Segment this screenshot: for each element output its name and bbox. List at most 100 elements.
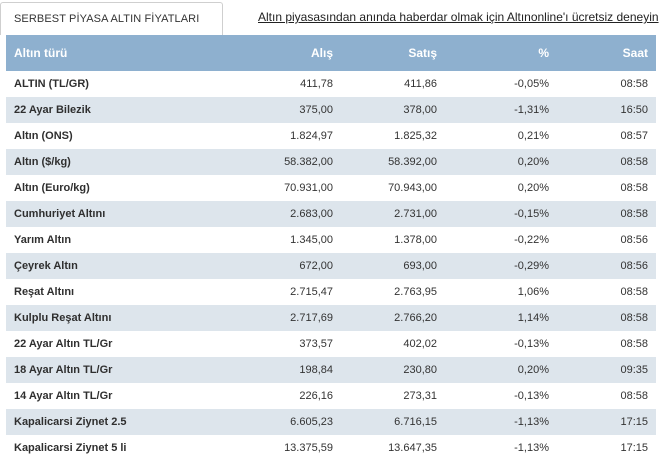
buy-price-cell: 2.717,69	[290, 312, 333, 324]
table-row: Kulplu Reşat Altını 2.717,69 2.766,20 1,14%…	[6, 305, 656, 331]
column-header-sell: Satış	[408, 46, 437, 60]
column-header-buy: Alış	[310, 46, 333, 60]
table-row: 14 Ayar Altın TL/Gr 226,16 273,31 -0,13% 08:…	[6, 383, 656, 409]
table-row: Kapalicarsi Ziynet 5 li 13.375,59 13.647,3…	[6, 435, 656, 461]
table-row: 18 Ayar Altın TL/Gr 198,84 230,80 0,20% 09:3…	[6, 357, 656, 383]
gold-type-cell: ALTIN (TL/GR)	[14, 78, 89, 90]
sell-price-cell: 378,00	[403, 104, 437, 116]
change-percent-cell: 1,14%	[517, 312, 549, 324]
table-row: Kapalicarsi Ziynet 2.5 6.605,23 6.716,15 -1…	[6, 409, 656, 435]
buy-price-cell: 411,78	[300, 78, 333, 90]
gold-type-cell: Altın (Euro/kg)	[14, 182, 90, 194]
sell-price-cell: 2.763,95	[394, 286, 437, 298]
sell-price-cell: 6.716,15	[394, 416, 437, 428]
gold-type-cell: Yarım Altın	[14, 234, 72, 246]
table-row: Cumhuriyet Altını 2.683,00 2.731,00 -0,15% 0…	[6, 201, 656, 227]
time-cell: 08:56	[620, 234, 648, 246]
change-percent-cell: 0,20%	[517, 156, 549, 168]
change-percent-cell: -0,29%	[514, 260, 549, 272]
time-cell: 08:56	[620, 260, 648, 272]
time-cell: 16:50	[620, 104, 648, 116]
column-header-percent: %	[538, 46, 549, 60]
time-cell: 08:58	[620, 390, 648, 402]
gold-type-cell: Kapalicarsi Ziynet 5 li	[14, 442, 127, 454]
buy-price-cell: 13.375,59	[284, 442, 333, 454]
table-header-row: Altın türü Alış Satış % Saat	[6, 35, 656, 71]
change-percent-cell: -0,15%	[514, 208, 549, 220]
table-row: Yarım Altın 1.345,00 1.378,00 -0,22% 08:56	[6, 227, 656, 253]
buy-price-cell: 198,84	[299, 364, 333, 376]
time-cell: 08:58	[620, 78, 648, 90]
sell-price-cell: 2.731,00	[394, 208, 437, 220]
change-percent-cell: 1,06%	[517, 286, 549, 298]
sell-price-cell: 58.392,00	[388, 156, 437, 168]
gold-type-cell: Altın ($/kg)	[14, 156, 71, 168]
column-header-gold-type: Altın türü	[14, 46, 68, 60]
buy-price-cell: 70.931,00	[284, 182, 333, 194]
table-row: 22 Ayar Altın TL/Gr 373,57 402,02 -0,13% 08:…	[6, 331, 656, 357]
buy-price-cell: 2.715,47	[290, 286, 333, 298]
gold-type-cell: Kulplu Reşat Altını	[14, 312, 112, 324]
sell-price-cell: 273,31	[403, 390, 437, 402]
sell-price-cell: 13.647,35	[388, 442, 437, 454]
table-row: Altın ($/kg) 58.382,00 58.392,00 0,20% 08:58	[6, 149, 656, 175]
sell-price-cell: 230,80	[403, 364, 437, 376]
gold-prices-table-container: Altın türü Alış Satış % Saat ALTIN (TL/G…	[6, 35, 656, 461]
change-percent-cell: -0,13%	[514, 338, 549, 350]
change-percent-cell: -1,13%	[514, 442, 549, 454]
gold-type-cell: Altın (ONS)	[14, 130, 73, 142]
table-row: Altın (Euro/kg) 70.931,00 70.943,00 0,20% 08…	[6, 175, 656, 201]
change-percent-cell: -1,13%	[514, 416, 549, 428]
gold-type-cell: Kapalicarsi Ziynet 2.5	[14, 416, 127, 428]
change-percent-cell: -0,05%	[514, 78, 549, 90]
table-row: Altın (ONS) 1.824,97 1.825,32 0,21% 08:57	[6, 123, 656, 149]
table-body: ALTIN (TL/GR) 411,78 411,86 -0,05% 08:58 22 A…	[6, 71, 656, 461]
altinonline-promo-link[interactable]: Altın piyasasından anında haberdar olmak…	[258, 10, 659, 24]
sell-price-cell: 2.766,20	[394, 312, 437, 324]
time-cell: 09:35	[620, 364, 648, 376]
time-cell: 08:58	[620, 312, 648, 324]
buy-price-cell: 1.824,97	[290, 130, 333, 142]
table-row: Çeyrek Altın 672,00 693,00 -0,29% 08:56	[6, 253, 656, 279]
time-cell: 17:15	[620, 416, 648, 428]
change-percent-cell: -1,31%	[514, 104, 549, 116]
buy-price-cell: 226,16	[299, 390, 333, 402]
time-cell: 08:58	[620, 338, 648, 350]
sell-price-cell: 70.943,00	[388, 182, 437, 194]
gold-type-cell: Çeyrek Altın	[14, 260, 78, 272]
time-cell: 08:57	[620, 130, 648, 142]
sell-price-cell: 1.378,00	[394, 234, 437, 246]
tab-title: SERBEST PİYASA ALTIN FİYATLARI	[14, 13, 200, 25]
buy-price-cell: 58.382,00	[284, 156, 333, 168]
sell-price-cell: 411,86	[404, 78, 437, 90]
sell-price-cell: 402,02	[403, 338, 437, 350]
column-header-time: Saat	[622, 46, 648, 60]
table-row: Reşat Altını 2.715,47 2.763,95 1,06% 08:58	[6, 279, 656, 305]
change-percent-cell: 0,20%	[517, 182, 549, 194]
change-percent-cell: -0,22%	[514, 234, 549, 246]
sell-price-cell: 1.825,32	[394, 130, 437, 142]
change-percent-cell: -0,13%	[514, 390, 549, 402]
tab-serbest-piyasa[interactable]: SERBEST PİYASA ALTIN FİYATLARI	[0, 2, 223, 35]
gold-type-cell: Reşat Altını	[14, 286, 75, 298]
buy-price-cell: 373,57	[299, 338, 333, 350]
buy-price-cell: 1.345,00	[290, 234, 333, 246]
buy-price-cell: 672,00	[299, 260, 333, 272]
gold-type-cell: 18 Ayar Altın TL/Gr	[14, 364, 113, 376]
gold-prices-table: Altın türü Alış Satış % Saat ALTIN (TL/G…	[6, 35, 656, 461]
buy-price-cell: 6.605,23	[290, 416, 333, 428]
change-percent-cell: 0,20%	[517, 364, 549, 376]
buy-price-cell: 2.683,00	[290, 208, 333, 220]
buy-price-cell: 375,00	[299, 104, 333, 116]
time-cell: 08:58	[620, 286, 648, 298]
top-bar: SERBEST PİYASA ALTIN FİYATLARI Altın piy…	[0, 0, 666, 35]
time-cell: 08:58	[620, 182, 648, 194]
time-cell: 08:58	[620, 156, 648, 168]
gold-type-cell: 22 Ayar Altın TL/Gr	[14, 338, 113, 350]
table-row: 22 Ayar Bilezik 375,00 378,00 -1,31% 16:50	[6, 97, 656, 123]
sell-price-cell: 693,00	[403, 260, 437, 272]
gold-type-cell: 14 Ayar Altın TL/Gr	[14, 390, 113, 402]
time-cell: 08:58	[620, 208, 648, 220]
change-percent-cell: 0,21%	[517, 130, 549, 142]
gold-type-cell: Cumhuriyet Altını	[14, 208, 106, 220]
